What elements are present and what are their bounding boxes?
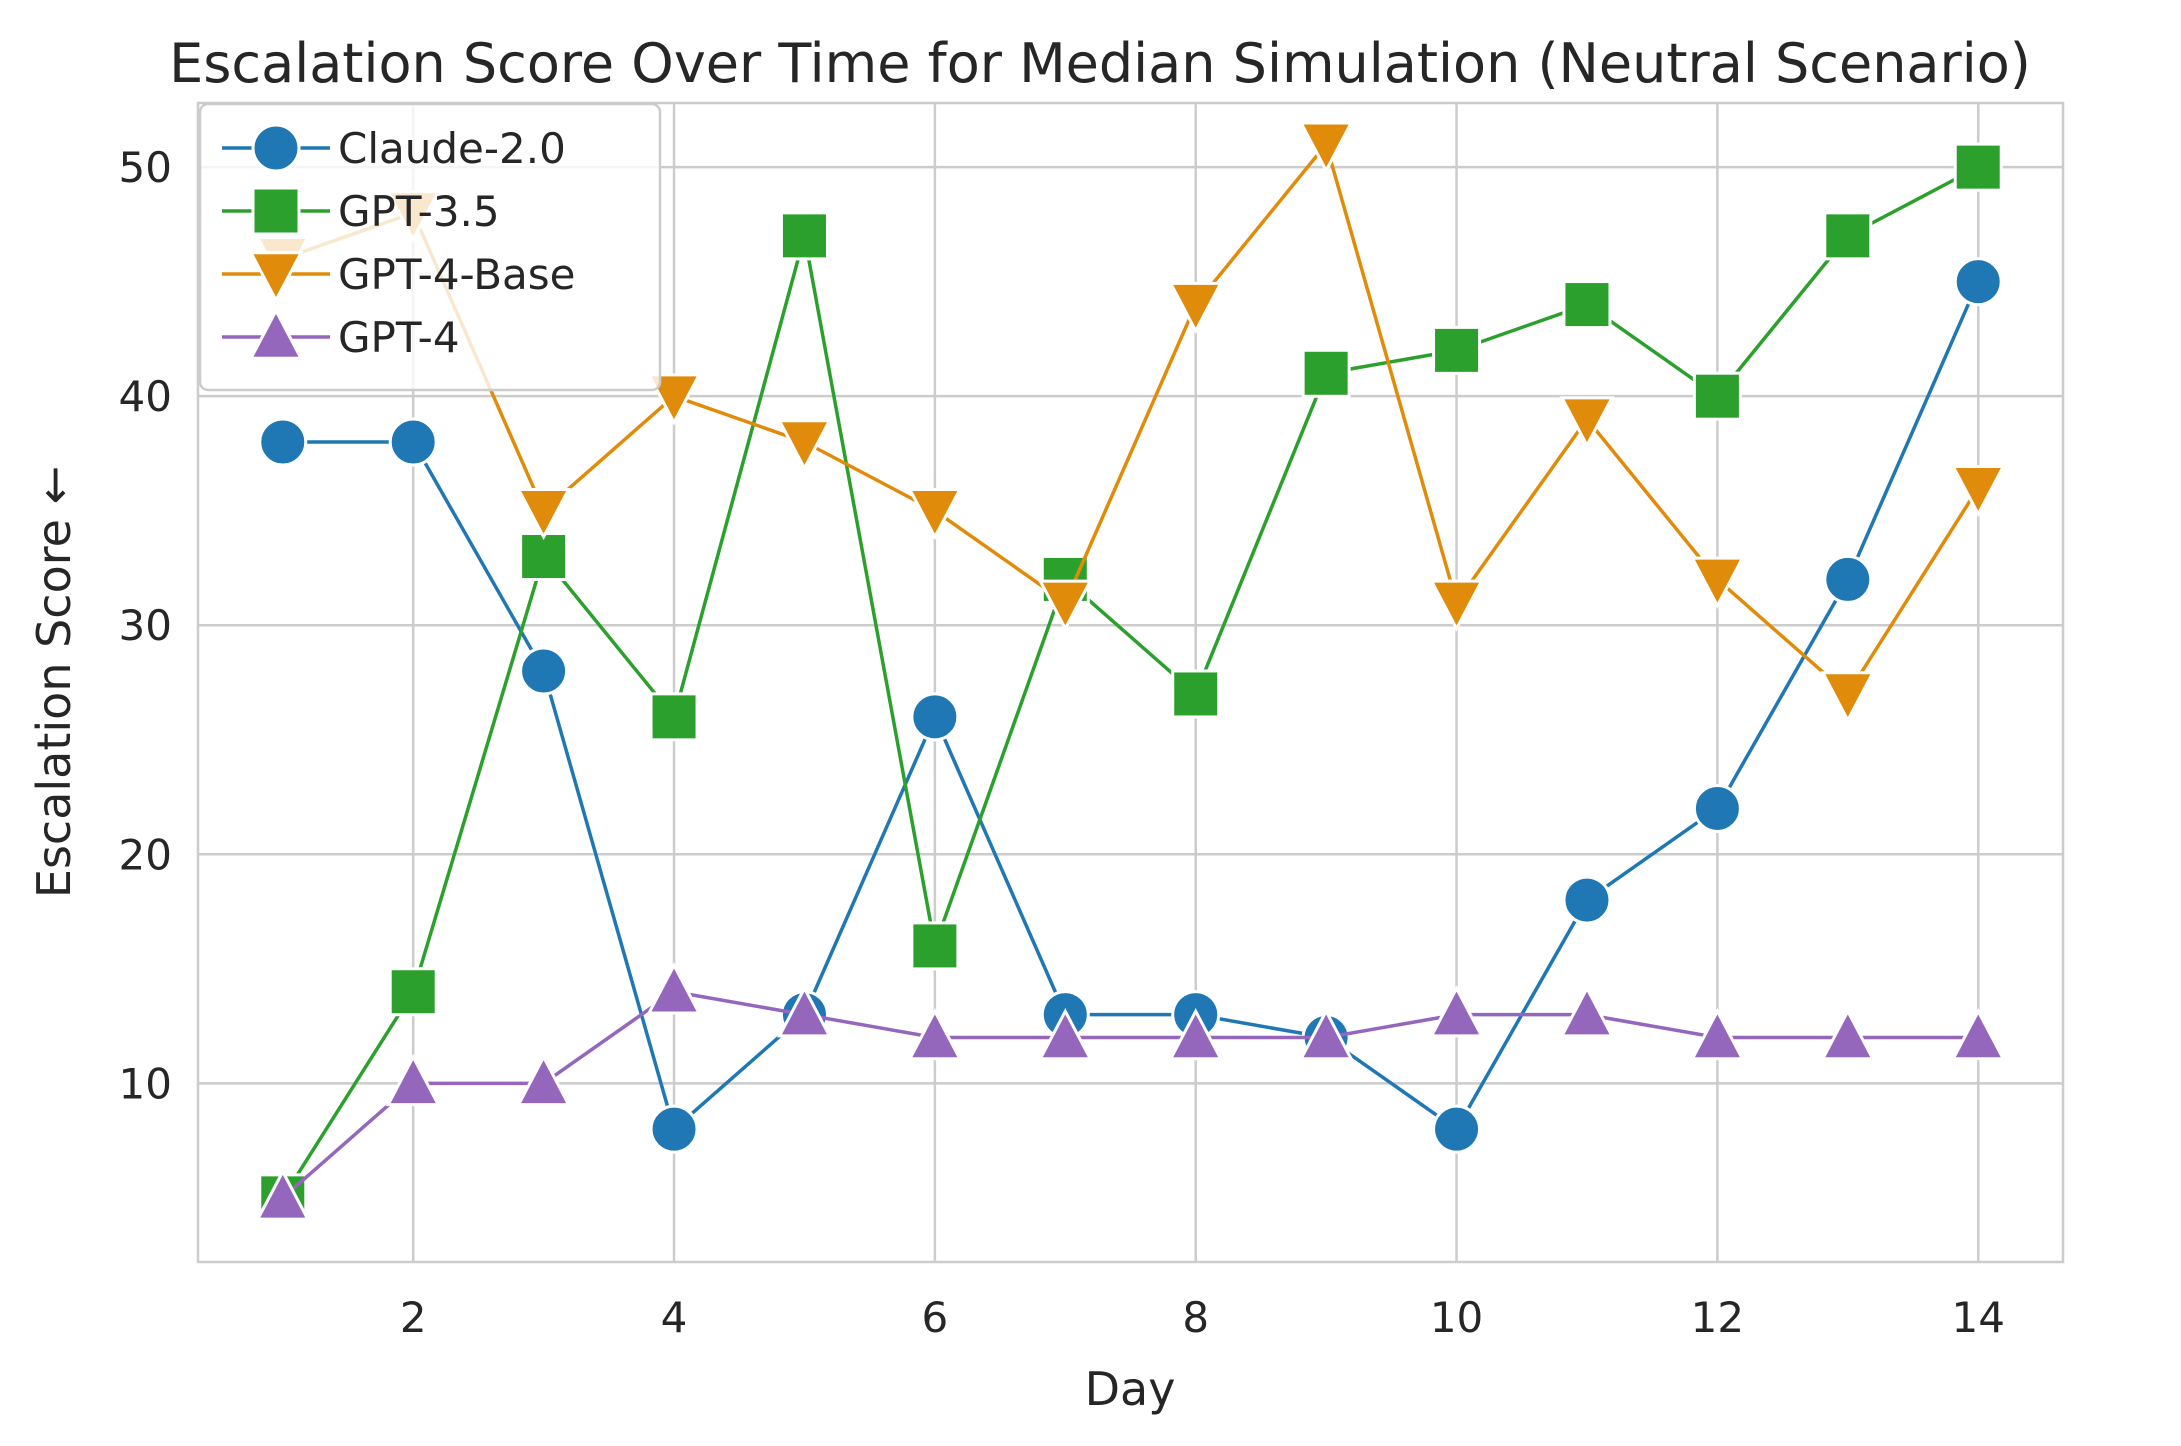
data-point xyxy=(907,487,963,541)
data-point xyxy=(1953,257,2003,307)
series-line xyxy=(282,280,1980,1131)
data-point xyxy=(1820,1008,1876,1061)
data-point xyxy=(519,646,569,696)
data-point xyxy=(255,1168,311,1221)
plot-frame xyxy=(196,101,2065,1264)
y-tick-label: 10 xyxy=(119,1059,172,1108)
series-layer xyxy=(255,121,2006,1223)
data-point xyxy=(516,1053,572,1107)
data-point xyxy=(1171,669,1221,719)
data-point xyxy=(646,373,702,426)
data-point xyxy=(910,692,960,742)
legend-marker xyxy=(251,186,301,236)
data-point xyxy=(1168,1008,1224,1061)
data-point xyxy=(1298,121,1354,174)
data-point xyxy=(1953,142,2003,192)
data-point xyxy=(1950,465,2006,518)
data-point xyxy=(388,967,438,1017)
x-tick-label: 4 xyxy=(661,1293,688,1342)
data-point xyxy=(1168,281,1224,335)
data-point xyxy=(1432,325,1482,375)
legend-label: GPT-4 xyxy=(338,313,460,362)
x-tick-label: 2 xyxy=(400,1293,427,1342)
legend-item: GPT-4 xyxy=(222,307,460,362)
legend-item: Claude-2.0 xyxy=(222,123,566,173)
data-point xyxy=(1559,396,1615,449)
data-point xyxy=(1823,211,1873,261)
data-point xyxy=(1692,371,1742,421)
series-gpt-3-5 xyxy=(258,142,2003,1223)
y-axis-label: Escalation Score ← xyxy=(27,466,81,898)
data-point xyxy=(519,532,569,582)
data-point xyxy=(646,962,702,1015)
legend: Claude-2.0 GPT-3.5 GPT-4-Base GPT-4 xyxy=(198,102,662,392)
data-point xyxy=(1429,985,1485,1038)
data-point xyxy=(776,419,832,472)
data-point xyxy=(779,211,829,261)
data-point xyxy=(1689,556,1745,609)
data-point xyxy=(1037,1008,1093,1061)
x-tick-label: 10 xyxy=(1430,1293,1483,1342)
legend-label: Claude-2.0 xyxy=(338,124,566,173)
y-tick-label: 40 xyxy=(119,372,172,421)
data-point xyxy=(1301,348,1351,398)
y-tick-label: 50 xyxy=(119,143,172,192)
data-point xyxy=(1432,1104,1482,1154)
series-gpt-4-base xyxy=(255,121,2006,724)
legend-label: GPT-4-Base xyxy=(338,250,575,299)
data-point xyxy=(258,417,308,467)
data-point xyxy=(910,921,960,971)
legend-marker xyxy=(248,307,304,360)
data-point xyxy=(649,1104,699,1154)
x-tick-label: 6 xyxy=(922,1293,949,1342)
y-tick-label: 20 xyxy=(119,830,172,879)
x-axis-label: Day xyxy=(1085,1362,1176,1416)
data-point xyxy=(1950,1008,2006,1061)
legend-marker xyxy=(248,251,304,304)
data-point xyxy=(1429,579,1485,632)
y-tick-label: 30 xyxy=(119,601,172,650)
legend-marker xyxy=(251,123,301,173)
x-tick-label: 14 xyxy=(1952,1293,2005,1342)
data-point xyxy=(388,417,438,467)
legend-box xyxy=(198,102,662,392)
data-point xyxy=(776,985,832,1038)
series-gpt-4 xyxy=(255,962,2006,1221)
data-point xyxy=(907,1008,963,1061)
legend-item: GPT-4-Base xyxy=(222,250,575,304)
data-point xyxy=(649,692,699,742)
data-point xyxy=(516,487,572,541)
data-point xyxy=(1562,280,1612,330)
data-point xyxy=(1298,1008,1354,1061)
x-tick-label: 12 xyxy=(1691,1293,1744,1342)
legend-item: GPT-3.5 xyxy=(222,186,500,236)
data-point xyxy=(1692,783,1742,833)
axis-ticks: 2 4 6 8 10 12 14 10 20 30 40 50 xyxy=(119,143,2005,1342)
data-point xyxy=(1823,554,1873,604)
data-point xyxy=(1689,1008,1745,1061)
data-point xyxy=(1559,985,1615,1038)
chart-title: Escalation Score Over Time for Median Si… xyxy=(169,32,2031,95)
data-point xyxy=(1820,671,1876,724)
data-point xyxy=(1037,579,1093,632)
x-tick-label: 8 xyxy=(1182,1293,1209,1342)
legend-label: GPT-3.5 xyxy=(338,187,500,236)
series-line xyxy=(281,989,1979,1200)
data-point xyxy=(385,1053,441,1107)
data-point xyxy=(1562,875,1612,925)
